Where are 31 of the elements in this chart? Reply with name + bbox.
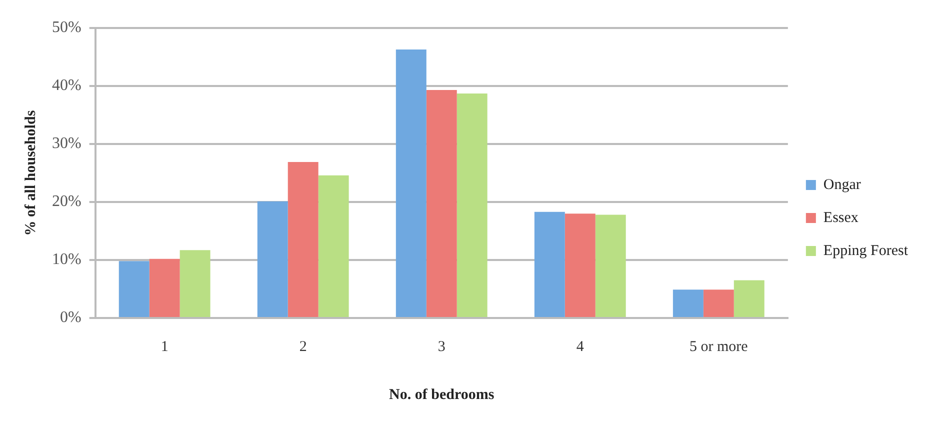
bar: [180, 250, 210, 317]
bar: [595, 214, 626, 317]
y-tick-label: 50%: [52, 19, 82, 36]
x-tick-label: 3: [438, 338, 446, 355]
bar: [564, 214, 596, 317]
bar: [257, 201, 288, 317]
bar: [703, 290, 734, 317]
legend-label: Ongar: [823, 176, 861, 193]
y-tick-label: 20%: [52, 193, 82, 210]
y-tick-label: 10%: [52, 251, 82, 268]
x-tick-label: 4: [576, 338, 584, 355]
legend-label: Epping Forest: [823, 242, 909, 259]
bar: [534, 212, 565, 317]
bar: [734, 280, 764, 317]
bar: [118, 261, 150, 317]
x-axis-title: No. of bedrooms: [389, 386, 494, 403]
y-tick-label: 40%: [52, 77, 82, 94]
y-tick-label: 30%: [52, 135, 82, 152]
y-tick-label: 0%: [60, 309, 82, 326]
legend-label: Essex: [823, 210, 859, 226]
y-axis-title: % of all households: [22, 110, 39, 236]
x-tick-label: 2: [299, 338, 307, 355]
x-tick-label: 5 or more: [689, 338, 748, 355]
bar: [149, 258, 180, 317]
bar: [288, 162, 318, 317]
bar: [318, 175, 349, 317]
x-tick-label: 1: [160, 338, 168, 355]
bar: [456, 94, 488, 317]
bar: [426, 90, 457, 317]
bar: [672, 290, 704, 317]
bar: [396, 49, 426, 317]
